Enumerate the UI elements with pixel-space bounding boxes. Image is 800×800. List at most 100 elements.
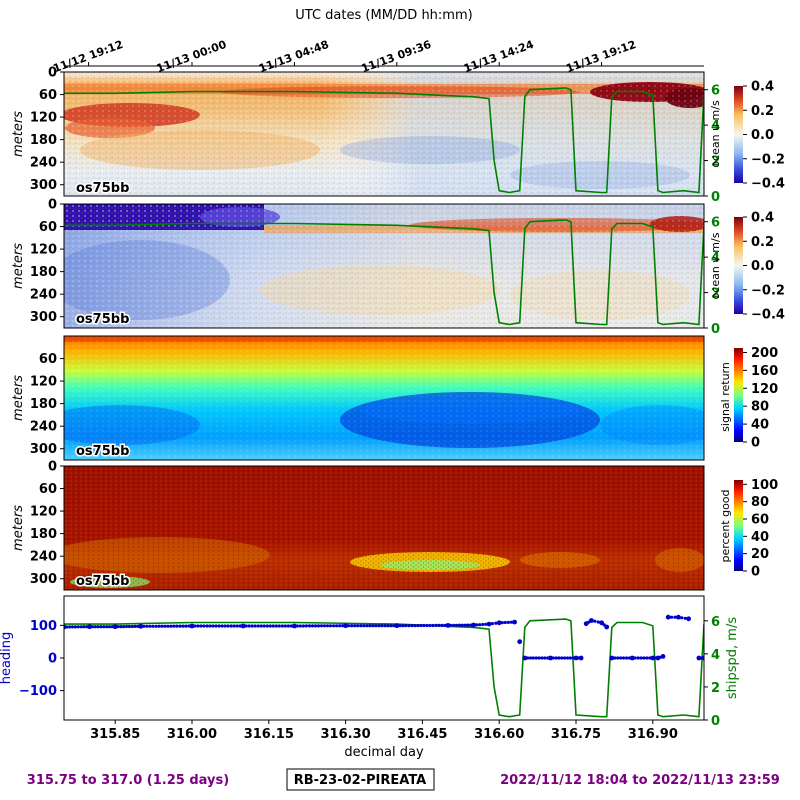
footer-cruise-box (286, 768, 435, 791)
shipspd-tick-label: 2 (711, 287, 720, 302)
heading-point (347, 624, 351, 628)
heading-point (642, 656, 646, 660)
heading-point (471, 622, 476, 628)
depth-tick-label: 0 (48, 460, 57, 475)
ocean-v-shipspd-line (64, 219, 704, 326)
heading-point (645, 656, 649, 660)
heading-point (563, 656, 567, 660)
colorbar-tick-label: 0.0 (751, 259, 774, 274)
heading-point (551, 656, 555, 660)
heading-point (142, 624, 146, 628)
heading-point (621, 656, 626, 660)
heading-point (506, 620, 510, 625)
heading-point (670, 615, 674, 619)
colorbar-tick-label: 40 (751, 530, 769, 545)
top-tick-label: 11/13 09:36 (360, 38, 434, 75)
heading-point (509, 620, 514, 624)
heading-point (596, 620, 600, 624)
heading-point (463, 623, 467, 627)
depth-tick-label: 180 (30, 265, 57, 280)
signal-return-ylabel: meters (11, 375, 26, 421)
heading-point (540, 656, 544, 660)
heading-point (93, 625, 97, 629)
signal-return-colorbar-label: signal return (719, 362, 732, 432)
heading-point (76, 625, 80, 629)
heading-point (105, 625, 109, 629)
heading-point (325, 624, 330, 628)
heading-point (271, 624, 275, 628)
ocean-v-colorbar (734, 217, 743, 314)
depth-tick-label: 60 (39, 220, 57, 235)
heading-point (256, 624, 260, 628)
depth-tick-label: 240 (30, 288, 57, 303)
heading-point (232, 624, 236, 628)
heading-point (332, 624, 336, 628)
colorbar-tick-label: −0.4 (751, 177, 785, 192)
heading-point (196, 624, 200, 628)
depth-tick-label: 60 (39, 352, 57, 367)
heading-point (169, 624, 173, 628)
heading-point (250, 624, 254, 628)
x-tick-label: 316.30 (321, 727, 371, 742)
percent-good-ylabel: meters (11, 505, 26, 551)
heading-point (560, 656, 564, 660)
heading-point (184, 624, 188, 628)
depth-tick-label: 240 (30, 550, 57, 565)
heading-point (475, 623, 479, 627)
heading-point (554, 656, 558, 660)
heading-point (79, 625, 83, 629)
top-axis-title: UTC dates (MM/DD hh:mm) (295, 8, 472, 23)
depth-tick-label: 0 (48, 198, 57, 213)
heading-point (428, 623, 432, 628)
heading-point (449, 623, 453, 627)
heading-point (578, 655, 584, 661)
heading-point (116, 625, 120, 629)
ocean-v-panel: os75bb 0 60 120 180 240 300 meters 6 4 2 0 0.4 0.… (11, 198, 785, 338)
heading-point (259, 624, 263, 628)
heading-point (127, 624, 131, 629)
heading-point (650, 655, 656, 661)
depth-tick-label: 300 (30, 442, 57, 457)
shipspd-ylabel: shipspd, m/s (725, 617, 740, 699)
heading-point (624, 656, 629, 660)
heading-point (199, 624, 203, 628)
colorbar-tick-label: 100 (751, 478, 778, 493)
shipspd-tick-label: 6 (711, 615, 720, 630)
shipspd-tick-label: 2 (711, 155, 720, 170)
heading-point (268, 624, 272, 628)
top-tick-label: 11/12 19:12 (51, 38, 124, 75)
heading-point (301, 624, 305, 628)
heading-point (368, 624, 372, 628)
heading-point (413, 624, 417, 628)
depth-tick-label: 120 (30, 505, 57, 520)
ocean-v-colorbar-label: ocean v m/s (709, 232, 722, 299)
shipspd-tick-label: 4 (711, 251, 720, 266)
heading-point (404, 624, 408, 628)
shipspd-tick-label: 0 (711, 190, 720, 205)
heading-point (639, 656, 643, 660)
heading-point (526, 656, 530, 660)
heading-point (310, 624, 315, 628)
heading-point (673, 615, 677, 619)
heading-point (328, 624, 333, 628)
heading-point (613, 656, 617, 660)
heading-point (343, 623, 348, 629)
colorbar-tick-label: 80 (751, 400, 769, 415)
heading-point (307, 624, 312, 628)
heading-tick-label: 100 (30, 619, 57, 634)
xlabel: decimal day (344, 745, 424, 760)
heading-point (90, 625, 94, 629)
heading-ylabel: heading (0, 632, 14, 685)
heading-point (148, 624, 152, 628)
heading-point (568, 656, 572, 660)
top-tick-label: 11/13 04:48 (257, 38, 330, 75)
heading-point (407, 624, 411, 628)
shipspd-tick-label: 6 (711, 216, 720, 231)
heading-tick-label: 0 (48, 652, 57, 667)
heading-point (181, 624, 185, 628)
heading-point (247, 624, 251, 628)
shipspd-tick-label: 4 (711, 119, 720, 134)
depth-tick-label: 120 (30, 111, 57, 126)
heading-point (107, 625, 112, 629)
heading-point (543, 656, 547, 660)
